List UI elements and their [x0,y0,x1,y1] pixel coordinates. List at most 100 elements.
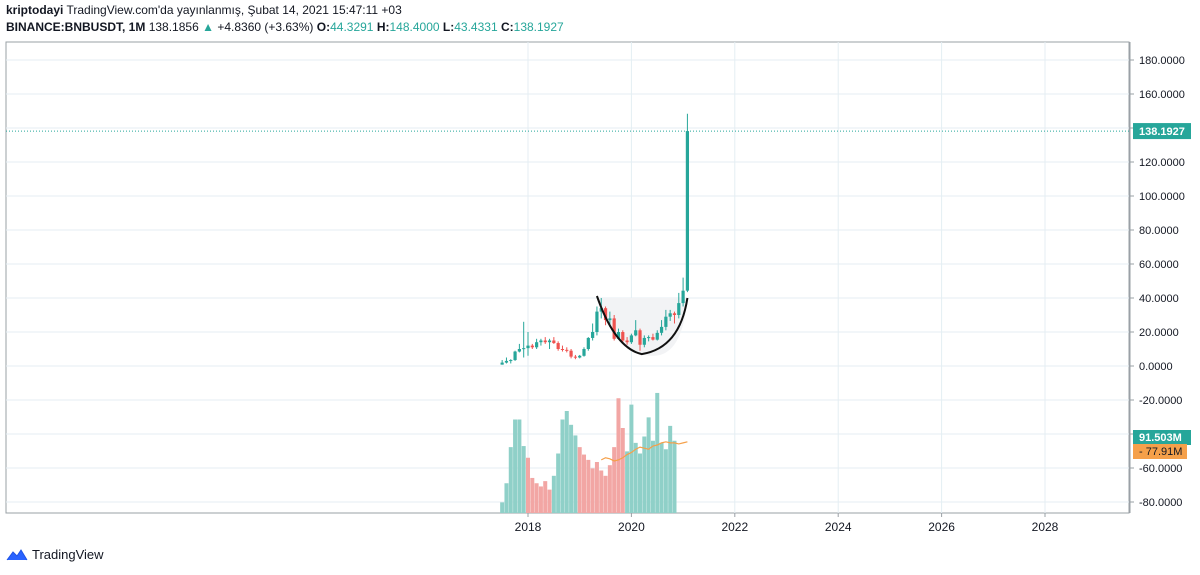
volume-bar [642,436,647,513]
open-label: O: [316,20,331,34]
candle-body [530,345,534,348]
candle-body [681,290,685,304]
y-tick-label: -80.0000 [1139,497,1182,509]
volume-bar [586,459,591,513]
candle-body [556,343,560,349]
candle-body [578,355,582,358]
candle-body [565,349,569,351]
candle-body [651,337,655,340]
y-tick-label: 120.0000 [1139,157,1185,169]
candle-body [509,360,513,362]
last-price: 138.1856 [148,20,199,34]
candle-body [552,340,556,344]
candle-body [642,337,646,345]
volume-ma-badge [1133,444,1187,459]
footer-brand-label[interactable]: TradingView [32,547,104,562]
candle-body [629,335,633,343]
candle-body [573,356,577,358]
change-value: +4.8360 (+3.63%) [217,20,314,34]
volume-bar [582,454,587,513]
x-tick-label: 2020 [618,520,645,534]
candle-body [668,313,672,317]
volume-ma-text: - 77.91M [1139,446,1182,458]
open-value: 44.3291 [330,20,374,34]
volume-bar [607,465,612,513]
volume-bar [551,475,556,513]
candle-body [603,308,608,321]
candle-body [659,326,664,333]
candle-body [634,330,638,336]
candle-body [517,349,521,352]
volume-bar [594,462,599,513]
y-tick-label: 40.0000 [1139,293,1179,305]
y-tick-label: 160.0000 [1139,89,1185,101]
volume-bar [603,475,608,513]
candle-body [535,342,539,348]
candle-body [513,351,517,361]
change-arrow-icon: ▲ [202,20,214,34]
volume-bar [560,419,565,513]
volume-bar [633,442,638,513]
volume-bar [638,453,643,513]
last-price-badge [1133,123,1191,140]
candle-body [621,332,625,341]
y-tick-label: -60.0000 [1139,463,1182,475]
candle-body [638,330,642,345]
volume-bar [508,447,513,513]
candle-body [608,318,612,321]
candle-body [547,340,552,343]
volume-ma-line [600,441,688,462]
y-tick-label: 0.0000 [1139,361,1173,373]
volume-bar [668,425,673,513]
cup-pattern-line[interactable] [595,295,689,356]
x-tick-label: 2022 [721,520,748,534]
y-tick-label: 80.0000 [1139,225,1179,237]
candle-body [586,337,590,349]
last-price-text: 138.1927 [1139,126,1185,138]
volume-bar [590,468,595,513]
volume-bar [620,428,625,513]
volume-bar [513,419,518,513]
candle-body [612,318,616,339]
x-tick-label: 2024 [825,520,852,534]
volume-bar [599,470,604,513]
ohlc-legend: BINANCE:BNBUSDT, 1M 138.1856 ▲ +4.8360 (… [6,20,564,34]
candle-body [655,332,659,340]
low-label: L: [442,20,455,34]
x-tick-label: 2018 [515,520,542,534]
volume-bar [534,483,539,513]
candle-body [504,360,509,363]
cup-shading [596,298,688,356]
volume-bar [625,451,630,513]
published-text: TradingView.com'da yayınlanmış, Şubat 14… [66,3,402,17]
high-value: 148.4000 [389,20,440,34]
volume-bar [672,440,677,513]
y-tick-label: 60.0000 [1139,259,1179,271]
low-value: 43.4331 [454,20,498,34]
candle-body [647,337,651,339]
candle-body [522,348,526,350]
volume-bar [650,440,655,513]
volume-bar [521,446,526,513]
high-label: H: [376,20,390,34]
publish-line: kriptodayi TradingView.com'da yayınlanmı… [6,3,402,17]
volume-bar [526,457,530,513]
author-name[interactable]: kriptodayi [6,3,64,17]
candle-body [591,332,595,338]
tradingview-logo-icon [6,548,28,560]
symbol-label[interactable]: BINANCE:BNBUSDT, 1M [6,20,146,34]
candle-body [672,313,677,315]
volume-bar [517,419,522,513]
close-label: C: [500,20,514,34]
volume-bar [504,483,509,513]
volume-bar [577,447,582,513]
candle-body [664,316,668,327]
volume-bar [564,411,569,513]
volume-bar [556,453,561,513]
volume-bar [646,417,651,513]
volume-bar [663,449,668,513]
volume-badge [1133,430,1191,445]
y-tick-label: 180.0000 [1139,55,1185,67]
volume-bar [659,442,664,513]
